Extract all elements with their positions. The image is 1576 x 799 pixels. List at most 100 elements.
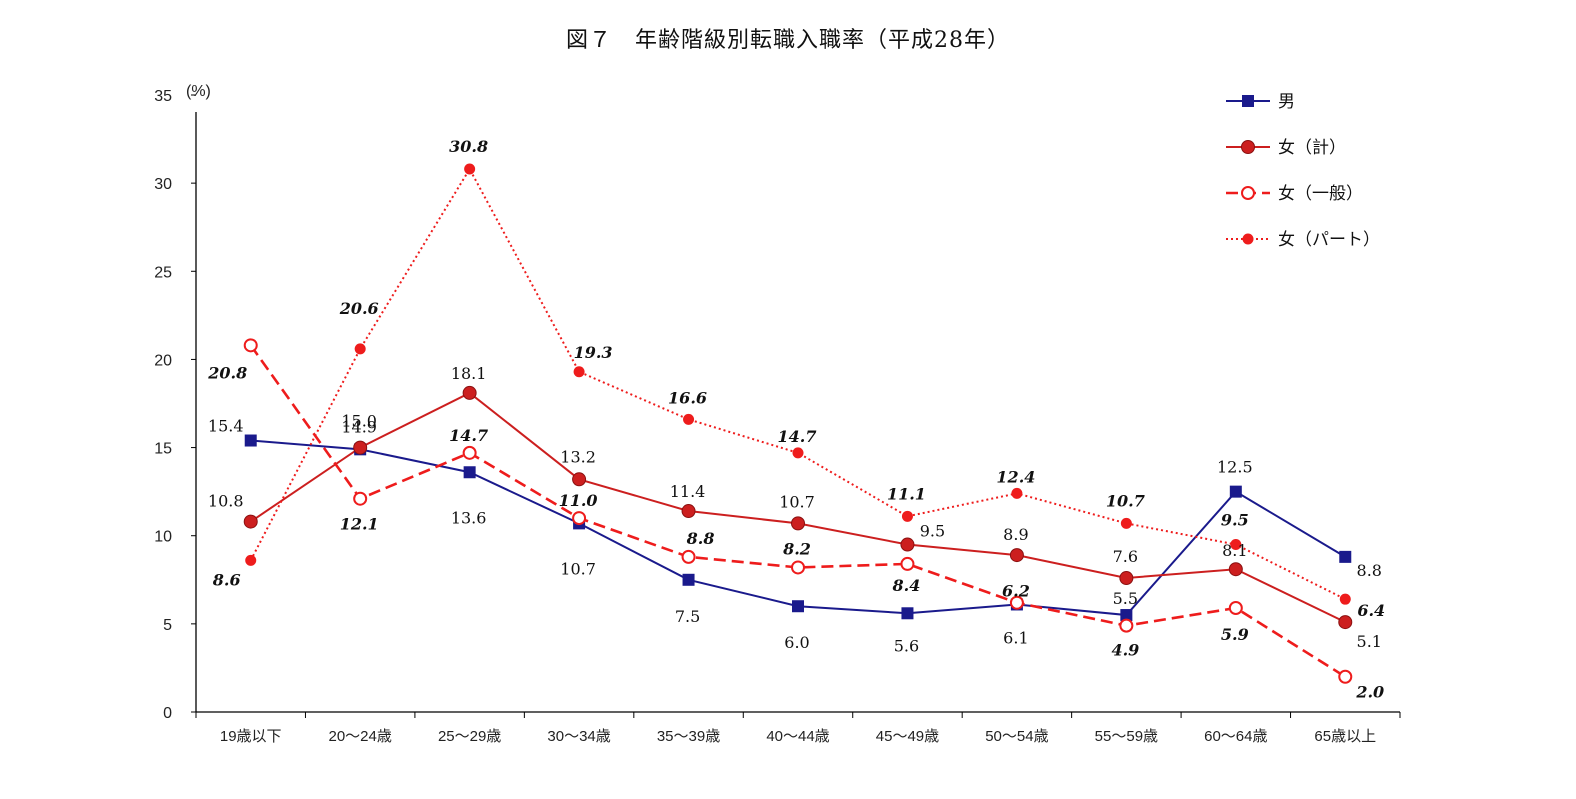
data-point: [792, 447, 804, 459]
x-tick-label: 60～64歳: [1204, 728, 1267, 745]
data-point: [354, 343, 366, 355]
data-label: 5.5: [1113, 589, 1138, 608]
x-tick-label: 65歳以上: [1314, 728, 1376, 745]
legend-label: 女（パート）: [1278, 230, 1380, 250]
data-label: 12.4: [996, 467, 1035, 486]
data-point: [1119, 618, 1134, 633]
x-tick-label: 19歳以下: [220, 728, 282, 745]
data-label: 6.4: [1357, 601, 1385, 620]
data-point: [1009, 548, 1024, 563]
data-point: [462, 445, 477, 460]
data-point: [1009, 595, 1024, 610]
data-label: 4.9: [1111, 641, 1139, 660]
data-point: [464, 163, 476, 175]
data-point: [792, 600, 804, 613]
data-point: [901, 607, 914, 620]
data-label: 30.8: [449, 137, 488, 156]
data-point: [462, 385, 477, 400]
y-tick-label: 5: [163, 617, 172, 634]
data-point: [243, 514, 258, 529]
data-label: 13.6: [451, 508, 487, 527]
data-label: 2.0: [1355, 683, 1384, 702]
data-label: 7.5: [675, 607, 700, 626]
data-label: 10.7: [779, 492, 815, 511]
data-label: 10.7: [1106, 491, 1145, 510]
x-tick-label: 30～34歳: [547, 728, 610, 745]
data-point: [900, 556, 915, 571]
data-label: 11.0: [559, 491, 598, 510]
data-point: [1338, 615, 1353, 630]
data-label: 5.6: [894, 636, 919, 655]
series-line: [249, 167, 1346, 601]
data-label: 5.9: [1221, 625, 1249, 644]
data-label: 5.1: [1357, 632, 1382, 651]
data-label: 6.2: [1002, 582, 1030, 601]
data-point: [1119, 571, 1134, 586]
legend-label: 女（一般）: [1278, 184, 1363, 204]
legend-marker: [1241, 140, 1255, 154]
y-tick-label: 10: [154, 529, 172, 546]
data-point: [1339, 550, 1352, 563]
data-label: 6.1: [1003, 628, 1028, 647]
data-label: 8.1: [1222, 541, 1247, 560]
data-label: 10.8: [208, 492, 244, 511]
data-point: [791, 560, 805, 575]
data-point: [901, 510, 913, 522]
data-point: [1120, 609, 1133, 622]
data-label: 12.5: [1217, 458, 1253, 477]
data-point: [683, 413, 695, 425]
data-labels: 15.4 14.9 13.6 10.7 7.5 6.0 5.6 6.1 5.5 12.5 8.8 10…: [207, 137, 1385, 702]
legend-marker: [1242, 233, 1254, 245]
legend-label: 男: [1278, 92, 1295, 112]
legend-marker: [1242, 95, 1254, 107]
data-label: 9.5: [920, 522, 945, 541]
data-label: 8.9: [1003, 525, 1028, 544]
data-label: 14.9: [341, 417, 377, 436]
data-point: [681, 549, 696, 564]
data-point: [572, 511, 587, 526]
data-label: 12.1: [340, 515, 379, 534]
data-point: [244, 434, 257, 447]
data-label: 11.4: [670, 482, 706, 501]
data-point: [1011, 487, 1023, 499]
data-point: [1228, 562, 1243, 577]
y-tick-label: 15: [154, 441, 172, 458]
data-point: [353, 440, 368, 455]
data-point: [791, 516, 805, 531]
data-point: [1338, 669, 1353, 684]
legend-marker: [1241, 186, 1255, 200]
data-label: 7.6: [1113, 547, 1138, 566]
legend: 男女（計） 女（一般） 女（パート）: [1226, 92, 1380, 250]
series-markers: [243, 163, 1353, 684]
x-tick-label: 20～24歳: [328, 728, 391, 745]
y-tick-label: 30: [154, 176, 172, 193]
data-label: 14.7: [778, 427, 817, 446]
x-tick-label: 40～44歳: [766, 728, 829, 745]
data-point: [681, 504, 696, 519]
y-tick-label: 25: [154, 264, 172, 281]
data-label: 20.8: [207, 363, 247, 382]
data-label: 8.2: [782, 539, 811, 558]
axes: 0 5 10 15 20 25 30 35 (%) 19歳以下 20～24歳 25～29歳 30～34歳…: [154, 83, 1401, 745]
data-point: [1228, 600, 1243, 615]
data-label: 8.4: [892, 576, 921, 595]
data-point: [682, 573, 695, 586]
series-line: [249, 344, 1346, 678]
data-label: 9.5: [1221, 511, 1249, 530]
data-label: 6.0: [784, 633, 809, 652]
data-point: [573, 366, 585, 378]
chart-title: 図７ 年齢階級別転職入職率（平成28年）: [566, 28, 1010, 53]
data-point: [463, 466, 476, 479]
data-point: [1230, 539, 1242, 551]
data-label: 8.8: [686, 529, 715, 548]
data-point: [1120, 517, 1132, 529]
data-label: 16.6: [668, 388, 707, 407]
data-point: [353, 491, 368, 506]
data-label: 14.7: [449, 426, 488, 445]
data-point: [572, 472, 587, 487]
x-tick-label: 35～39歳: [657, 728, 720, 745]
x-tick-label: 25～29歳: [438, 728, 501, 745]
data-label: 15.4: [208, 417, 244, 436]
data-label: 10.7: [560, 559, 596, 578]
